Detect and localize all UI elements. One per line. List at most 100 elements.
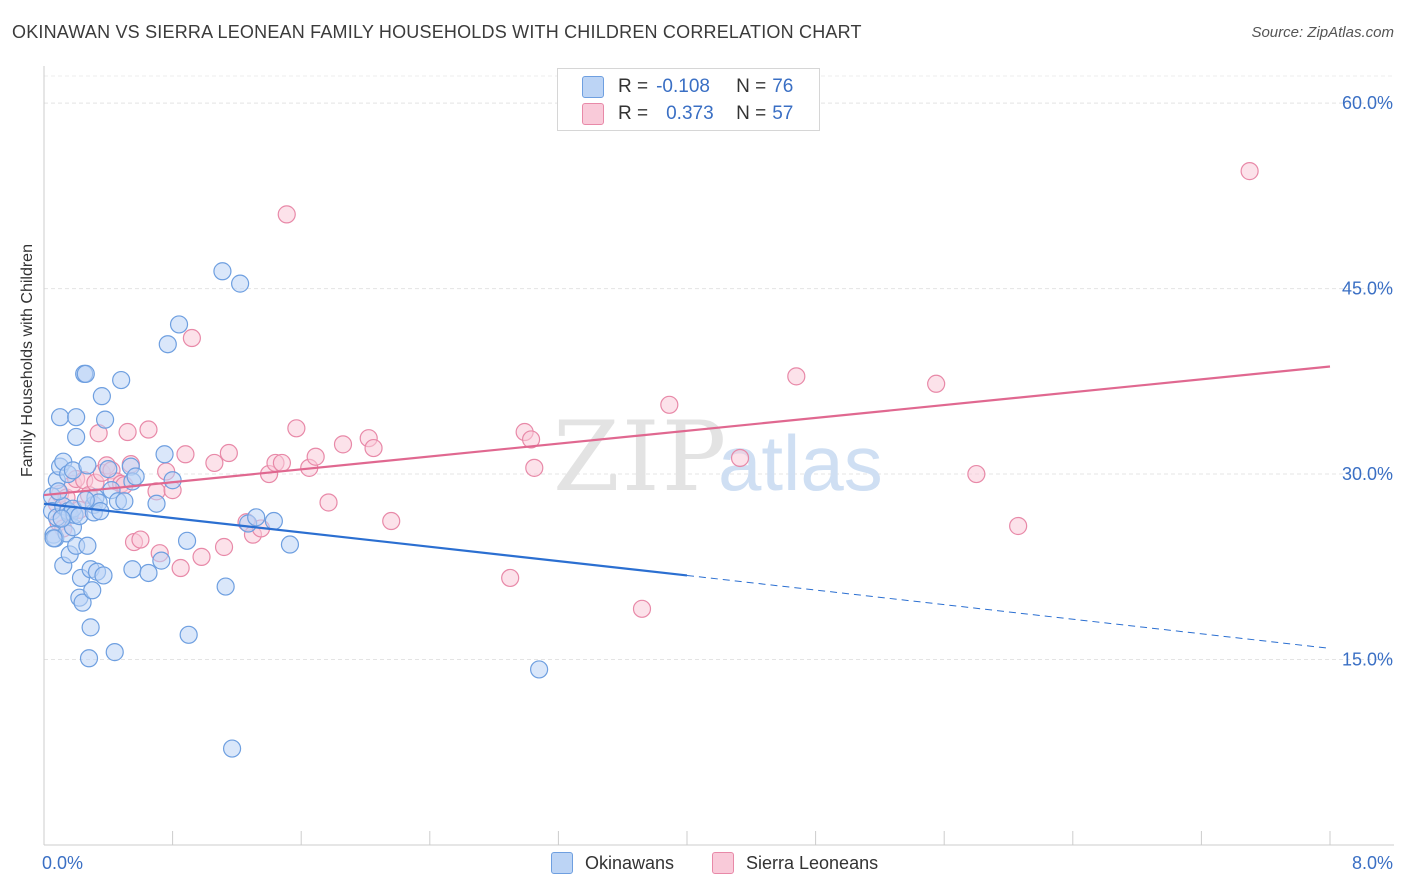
axes: [43, 66, 1394, 846]
okinawan-point: [177, 531, 197, 550]
y-tick-label: 30.0%: [1342, 464, 1393, 484]
sierra-leonean-point: [192, 547, 211, 566]
okinawan-point: [231, 274, 250, 293]
okinawan-point: [73, 593, 92, 612]
sierra-leonean-point: [139, 420, 158, 439]
okinawan-point: [67, 408, 86, 427]
okinawan-point: [139, 563, 158, 583]
n-value: 57: [772, 102, 794, 124]
okinawan-point: [78, 536, 97, 555]
legend-okinawans[interactable]: Okinawans: [551, 852, 674, 874]
sierra-leonean-point: [333, 435, 353, 454]
watermark-zip: ZIP: [553, 401, 728, 513]
okinawan-point: [123, 560, 142, 579]
okinawan-point: [105, 643, 124, 662]
okinawan-point: [264, 511, 283, 531]
okinawan-point: [49, 482, 68, 501]
okinawan-points: [42, 262, 549, 758]
okinawan-point: [67, 427, 86, 447]
sierra-leonean-point: [927, 374, 946, 393]
sierra-leonean-point: [219, 443, 238, 463]
sierra-leonean-point: [1240, 162, 1259, 181]
sierra-leonean-point: [632, 599, 652, 618]
okinawan-point: [247, 508, 266, 527]
okinawan-point: [92, 387, 111, 406]
okinawan-point: [222, 739, 242, 758]
r-value: -0.108: [656, 75, 710, 97]
r-label: R =: [618, 75, 649, 97]
n-label: N =: [736, 102, 767, 124]
sierra-leonean-point: [521, 430, 541, 449]
grid-lines: [44, 75, 1394, 661]
okinawan-point: [213, 262, 232, 281]
chart-title: OKINAWAN VS SIERRA LEONEAN FAMILY HOUSEH…: [12, 22, 862, 42]
x-tick-label: 0.0%: [42, 853, 83, 873]
sierra-leonean-point: [214, 537, 234, 557]
sierra-leonean-point: [967, 464, 986, 484]
sierra-leonean-point: [1009, 516, 1028, 536]
okinawan-point: [94, 566, 113, 585]
sierra-trend-line: [43, 365, 1331, 497]
okinawan-point: [216, 577, 235, 596]
legend-sierra[interactable]: Sierra Leoneans: [712, 852, 878, 874]
sierra-leonean-point: [501, 568, 520, 588]
sierra-leonean-point: [382, 511, 401, 531]
okinawan-point: [112, 370, 131, 390]
r-label: R =: [618, 102, 649, 124]
okinawan-point: [50, 408, 70, 427]
okinawan-point: [52, 509, 71, 528]
trend-lines: [43, 365, 1331, 649]
sierra-leonean-point: [730, 448, 750, 468]
okinawan-point: [95, 410, 115, 429]
x-tick-label: 8.0%: [1352, 853, 1393, 873]
source-label: Source: ZipAtlas.com: [1251, 24, 1394, 41]
n-value: 76: [772, 75, 794, 97]
y-tick-label: 60.0%: [1342, 93, 1393, 113]
okinawan-point: [530, 660, 549, 679]
sierra-leonean-point: [272, 453, 292, 473]
sierra-leonean-point: [306, 447, 325, 466]
okinawan-point: [115, 492, 134, 511]
sierra-leonean-point: [182, 328, 201, 348]
okinawan-point: [126, 467, 145, 486]
okinawans-swatch: [582, 75, 604, 98]
okinawan-point: [79, 649, 99, 668]
legend-sierra-label: Sierra Leoneans: [746, 852, 879, 873]
sierra-leonean-point: [118, 422, 137, 442]
okinawan-point: [76, 490, 95, 510]
sierra-leonean-points: [47, 162, 1259, 618]
stats-box: R = -0.108 N = 76 R = 0.373 N = 57: [557, 68, 820, 131]
sierra-leonean-point: [287, 419, 306, 438]
okinawan-point: [81, 618, 100, 637]
y-tick-label: 45.0%: [1342, 279, 1393, 299]
okinawan-point: [163, 471, 182, 490]
tick-labels: 15.0% 30.0% 45.0% 60.0% 0.0% 8.0%: [42, 93, 1393, 873]
okinawan-point: [44, 529, 63, 548]
n-label: N =: [736, 75, 767, 97]
sierra-leonean-point: [319, 493, 338, 512]
okinawan-point: [76, 364, 95, 383]
r-value: 0.373: [666, 102, 714, 124]
legend-okinawans-swatch: [551, 852, 573, 874]
okinawan-point: [78, 456, 97, 475]
okinawan-trend-line: [43, 502, 688, 577]
okinawan-point: [152, 551, 171, 570]
sierra-leonean-point: [660, 395, 679, 414]
sierra-leonean-point: [205, 453, 224, 473]
watermark: ZIP atlas: [553, 401, 883, 513]
y-tick-label: 15.0%: [1342, 650, 1393, 670]
stats-row-okinawans: R = -0.108 N = 76: [558, 73, 793, 100]
sierra-leonean-point: [525, 458, 544, 477]
sierra-leonean-point: [171, 558, 190, 578]
okinawan-point: [147, 494, 166, 513]
sierra-leonean-point: [131, 530, 150, 549]
sierra-swatch: [582, 102, 604, 125]
okinawan-trend-extension: [686, 574, 1331, 649]
okinawan-point: [158, 335, 177, 354]
okinawan-point: [280, 535, 300, 554]
okinawan-point: [169, 315, 189, 334]
okinawan-point: [99, 460, 118, 479]
sierra-leonean-point: [176, 445, 195, 464]
sierra-leonean-point: [364, 438, 383, 458]
